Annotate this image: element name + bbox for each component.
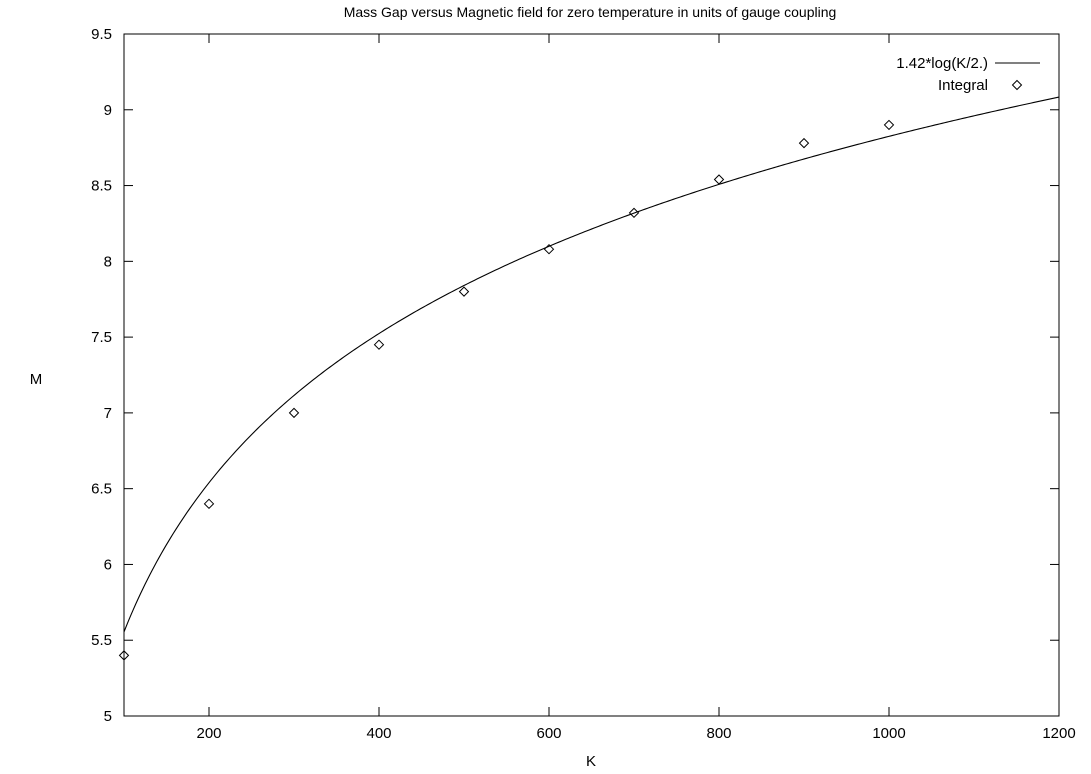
legend-label-points: Integral (938, 77, 988, 94)
x-tick-label: 400 (366, 725, 391, 742)
data-point (373, 339, 385, 350)
y-axis-label: M (30, 371, 43, 388)
y-tick-label: 9.5 (91, 26, 112, 43)
y-tick-label: 6.5 (91, 481, 112, 498)
data-point (628, 207, 640, 219)
series-line-fit (123, 96, 1060, 633)
legend-swatch-diamond (1011, 79, 1023, 91)
x-tick-label: 800 (706, 725, 731, 742)
y-tick-label: 7.5 (91, 329, 112, 346)
y-tick-label: 5 (104, 708, 112, 725)
data-point (203, 498, 215, 510)
x-tick-label: 600 (536, 725, 561, 742)
data-point (713, 174, 725, 185)
data-point (798, 137, 810, 149)
legend-label-line: 1.42*log(K/2.) (896, 55, 988, 72)
x-tick-label: 1200 (1042, 725, 1075, 742)
y-tick-label: 9 (104, 102, 112, 119)
y-tick-label: 6 (104, 556, 112, 573)
data-point (288, 407, 300, 419)
x-axis-label: K (586, 753, 596, 770)
y-tick-label: 7 (104, 405, 112, 422)
data-point (543, 244, 555, 255)
chart-title: Mass Gap versus Magnetic field for zero … (344, 4, 837, 20)
y-tick-label: 8 (104, 253, 112, 270)
plot-frame (123, 33, 1060, 717)
data-point (883, 119, 895, 131)
x-tick-label: 1000 (872, 725, 905, 742)
y-tick-label: 8.5 (91, 178, 112, 195)
data-point (458, 286, 470, 297)
legend: 1.42*log(K/2.) Integral (896, 55, 1040, 94)
y-tick-label: 5.5 (91, 632, 112, 649)
data-point (118, 650, 130, 661)
plot-area (118, 96, 1060, 661)
y-axis-ticks: 5 5.5 6 6.5 7 7.5 8 8.5 9 9.5 (91, 26, 1059, 725)
x-axis-ticks: 200 400 600 800 1000 1200 (196, 34, 1076, 742)
x-tick-label: 200 (196, 725, 221, 742)
